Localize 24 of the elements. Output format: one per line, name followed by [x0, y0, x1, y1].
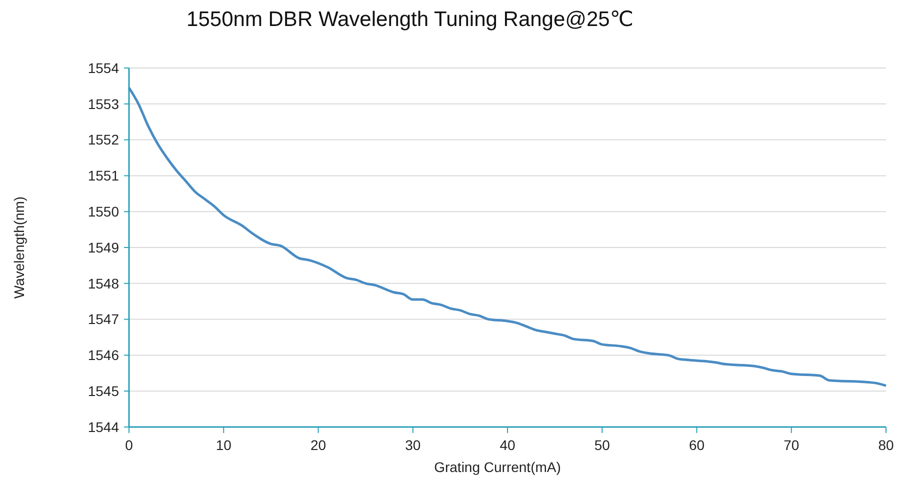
- x-tick-label: 60: [688, 437, 705, 453]
- x-tick-label: 20: [310, 437, 326, 453]
- x-axis-title: Grating Current(mA): [434, 459, 561, 475]
- y-axis-title: Wavelength(nm): [11, 196, 27, 299]
- line-series: [128, 86, 888, 387]
- x-tick-label: 50: [594, 437, 610, 453]
- x-tick-label: 70: [784, 437, 800, 453]
- x-tick-label: 80: [878, 437, 894, 453]
- y-tick-label: 1549: [88, 239, 120, 256]
- y-tick-label: 1550: [88, 204, 120, 220]
- x-tick-label: 30: [405, 437, 421, 453]
- x-tick-label: 0: [125, 437, 134, 453]
- y-tick-label: 1545: [88, 383, 120, 399]
- y-tick-label: 1551: [88, 168, 120, 184]
- y-tick-label: 1553: [88, 96, 120, 112]
- y-tick-label: 1547: [88, 311, 120, 328]
- x-tick-label: 40: [500, 437, 516, 453]
- y-tick-label: 1544: [88, 418, 120, 435]
- y-tick-label: 1548: [88, 275, 120, 292]
- chart-title: 1550nm DBR Wavelength Tuning Range@25℃: [186, 8, 634, 31]
- x-tick-label: 10: [216, 437, 232, 453]
- y-tick-label: 1546: [88, 347, 120, 364]
- y-tick-label: 1552: [88, 132, 120, 148]
- y-tick-label: 1554: [88, 60, 120, 76]
